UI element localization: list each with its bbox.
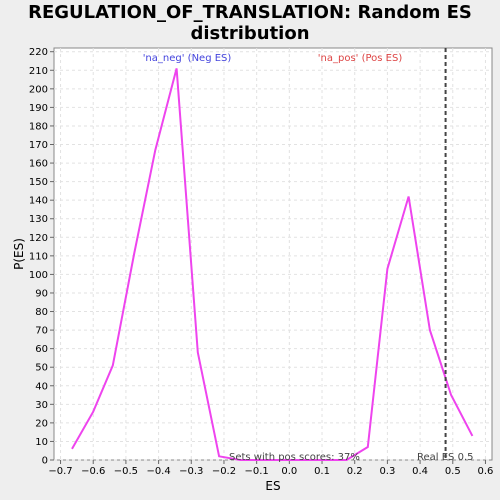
y-tick-label: 80 — [35, 307, 48, 318]
y-tick-label: 120 — [29, 233, 48, 244]
x-tick-label: −0.4 — [146, 466, 170, 477]
y-tick-label: 140 — [29, 196, 48, 207]
x-tick-label: −0.2 — [212, 466, 236, 477]
x-tick-label: −0.5 — [114, 466, 138, 477]
x-tick-label: 0.2 — [347, 466, 363, 477]
y-tick-label: 130 — [29, 214, 48, 225]
y-tick-label: 20 — [35, 418, 48, 429]
chart-title-line1: REGULATION_OF_TRANSLATION: Random ES — [28, 2, 472, 23]
y-tick-label: 180 — [29, 121, 48, 132]
x-tick-label: 0.5 — [445, 466, 461, 477]
x-tick-label: 0.6 — [478, 466, 494, 477]
y-tick-label: 200 — [29, 84, 48, 95]
x-tick-label: −0.1 — [245, 466, 269, 477]
neg-es-label: 'na_neg' (Neg ES) — [143, 53, 232, 64]
x-axis: −0.7 −0.6 −0.5 −0.4 −0.3 −0.2 −0.1 0.0 0.1 0.2 0.3… — [48, 460, 493, 477]
pos-es-label: 'na_pos' (Pos ES) — [318, 53, 403, 64]
x-tick-label: −0.6 — [81, 466, 105, 477]
y-axis-title: P(ES) — [12, 238, 26, 270]
y-tick-label: 220 — [29, 47, 48, 58]
y-tick-label: 10 — [35, 437, 48, 448]
chart-title: REGULATION_OF_TRANSLATION: Random ES dis… — [0, 2, 500, 44]
x-tick-label: 0.3 — [379, 466, 395, 477]
y-tick-label: 60 — [35, 344, 48, 355]
y-tick-label: 0 — [42, 456, 48, 467]
y-tick-label: 110 — [29, 251, 48, 262]
y-tick-label: 160 — [29, 159, 48, 170]
chart-title-line2: distribution — [190, 23, 310, 44]
x-axis-title: ES — [265, 479, 280, 493]
x-tick-label: 0.4 — [412, 466, 428, 477]
x-tick-label: 0.0 — [281, 466, 297, 477]
pos-scores-note: Sets with pos scores: 37% — [229, 452, 360, 463]
y-tick-label: 190 — [29, 103, 48, 114]
x-tick-label: −0.7 — [48, 466, 72, 477]
plot-area — [53, 47, 493, 461]
y-tick-label: 30 — [35, 400, 48, 411]
y-tick-label: 90 — [35, 288, 48, 299]
real-es-label: Real ES 0.5 — [417, 452, 473, 463]
series-line — [71, 68, 474, 461]
y-tick-label: 70 — [35, 326, 48, 337]
y-tick-label: 100 — [29, 270, 48, 281]
y-tick-label: 40 — [35, 381, 48, 392]
y-tick-label: 50 — [35, 363, 48, 374]
x-tick-label: −0.3 — [179, 466, 203, 477]
y-tick-label: 170 — [29, 140, 48, 151]
grid — [54, 48, 492, 461]
y-tick-label: 210 — [29, 66, 48, 77]
y-axis: 0 10 20 30 40 50 60 70 80 90 100 110 120 130 140 150 160… — [29, 47, 54, 467]
y-tick-label: 150 — [29, 177, 48, 188]
x-tick-label: 0.1 — [314, 466, 330, 477]
